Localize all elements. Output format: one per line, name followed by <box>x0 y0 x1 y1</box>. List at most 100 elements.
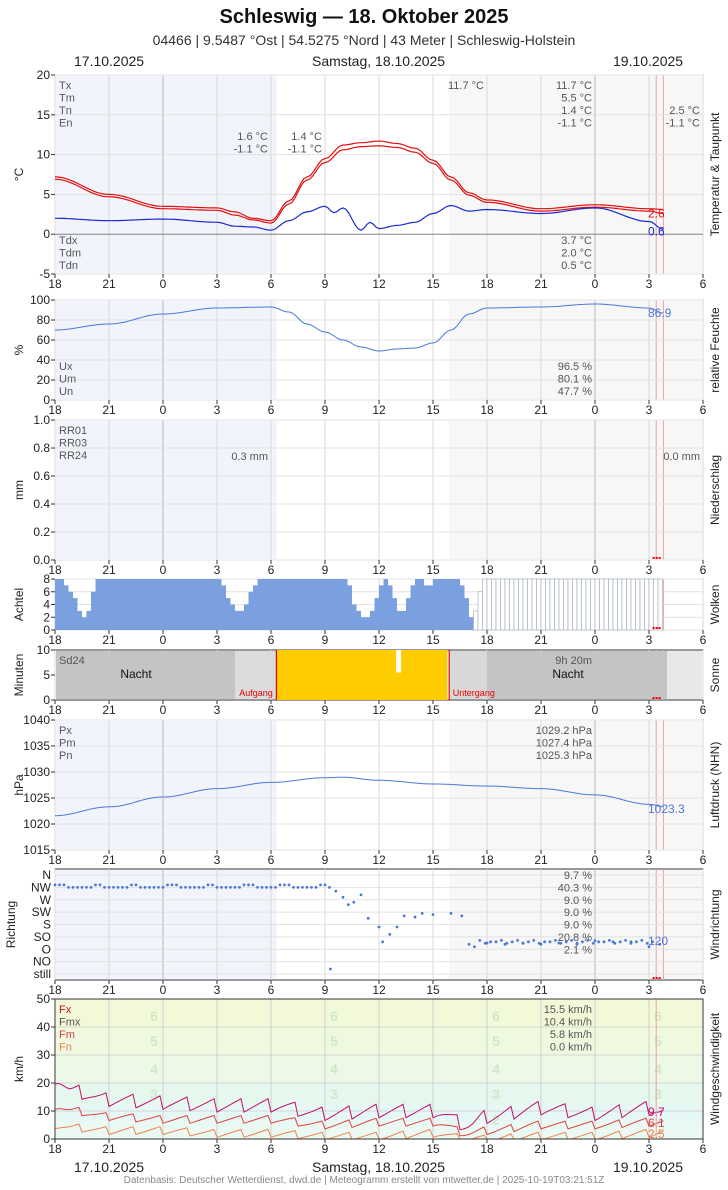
direction-point <box>211 883 214 887</box>
beaufort-label: 3 <box>654 1086 662 1102</box>
sunshine-gap <box>396 650 402 673</box>
direction-label: still <box>34 967 51 981</box>
end-label-temp: 2.6 <box>648 207 665 221</box>
direction-share: 2.1 % <box>564 944 592 956</box>
direction-point <box>62 883 66 887</box>
x-tick-label: 18 <box>48 853 62 867</box>
direction-point <box>229 885 232 889</box>
x-tick-label: 18 <box>48 277 62 291</box>
cloud-bar <box>509 578 515 631</box>
direction-point <box>179 885 183 889</box>
direction-point <box>359 893 363 897</box>
now-marker <box>658 557 661 559</box>
direction-point <box>381 940 384 944</box>
x-tick-label: 12 <box>372 983 386 997</box>
x-tick-label: 15 <box>426 633 440 647</box>
direction-point <box>548 940 552 944</box>
direction-point <box>85 885 88 889</box>
x-tick-label: 3 <box>646 633 653 647</box>
cloud-bar <box>397 610 402 630</box>
cloud-bar <box>379 585 384 630</box>
direction-point <box>175 883 178 887</box>
x-tick-label: 6 <box>700 403 707 417</box>
direction-point <box>152 885 156 889</box>
night-label-2: Nacht <box>552 667 584 681</box>
cloud-bar <box>239 610 244 630</box>
cloud-bar <box>374 598 379 630</box>
panel-side-label: Windgeschwindigkeit <box>708 1012 722 1125</box>
cloud-bar <box>657 578 663 631</box>
direction-point <box>260 885 264 889</box>
cloud-bar <box>338 579 343 630</box>
x-tick-label: 21 <box>102 277 116 291</box>
end-label-pressure: 1023.3 <box>648 802 685 816</box>
sunrise-label: Aufgang <box>239 688 273 698</box>
y-tick-label: 1020 <box>23 817 50 831</box>
direction-point <box>366 916 370 920</box>
direction-point <box>586 938 590 942</box>
direction-point <box>564 940 568 944</box>
direction-point <box>242 883 246 887</box>
stat-value: -1.1 °C <box>558 118 592 130</box>
panel-side-label: Windrichtung <box>708 889 722 959</box>
x-tick-label: 3 <box>214 403 221 417</box>
direction-label: N <box>42 868 51 882</box>
cloud-bar <box>136 579 141 630</box>
y-tick-label: 0.2 <box>33 525 50 539</box>
precip-night-shade-left <box>56 421 277 559</box>
stat-value: 1.4 °C <box>561 105 592 117</box>
x-tick-label: 0 <box>160 703 167 717</box>
cloud-bar <box>401 610 406 630</box>
stat-value: 1.4 °C <box>291 131 322 143</box>
cloud-bar <box>486 578 492 631</box>
cloud-bar <box>581 578 587 631</box>
beaufort-label: 3 <box>492 1086 500 1102</box>
date-right: 19.10.2025 <box>613 53 684 69</box>
cloud-bar <box>563 578 569 631</box>
direction-point <box>94 883 97 887</box>
beaufort-label: 4 <box>492 1061 500 1077</box>
direction-point <box>80 885 84 889</box>
direction-label: SO <box>34 930 51 944</box>
x-tick-label: 21 <box>534 403 548 417</box>
x-tick-label: 0 <box>160 853 167 867</box>
direction-label: O <box>42 942 51 956</box>
x-tick-label: 15 <box>426 277 440 291</box>
series-tx <box>54 140 664 222</box>
cloud-bar <box>208 579 213 630</box>
direction-point <box>489 940 492 944</box>
cloud-bar <box>298 579 303 630</box>
cloud-bar <box>617 578 623 631</box>
humidity-night-shade-left <box>56 301 277 399</box>
y-tick-label: 10 <box>37 643 51 657</box>
dusk <box>449 651 487 699</box>
direction-point <box>305 885 309 889</box>
date-bar-bottom: 17.10.2025 Samstag, 18.10.2025 19.10.202… <box>0 1159 728 1177</box>
direction-point <box>516 938 519 942</box>
direction-point <box>613 941 617 945</box>
cloud-bar <box>140 579 145 630</box>
x-tick-label: 15 <box>426 853 440 867</box>
y-tick-label: 0 <box>43 693 50 707</box>
y-tick-label: 0 <box>43 623 50 637</box>
direction-point <box>483 941 487 945</box>
x-tick-label: 18 <box>480 983 494 997</box>
cloud-bar <box>329 579 334 630</box>
x-tick-label: 3 <box>214 853 221 867</box>
cloud-bar <box>275 579 280 630</box>
y-tick-label: 0 <box>43 1132 50 1146</box>
y-tick-label: 40 <box>37 1020 51 1034</box>
stat-value: 1027.4 hPa <box>536 738 593 750</box>
x-tick-label: 6 <box>700 277 707 291</box>
x-tick-label: 3 <box>214 703 221 717</box>
direction-point <box>500 938 503 942</box>
y-tick-label: 20 <box>37 1076 51 1090</box>
stat-key: Px <box>59 725 72 737</box>
direction-point <box>251 883 255 887</box>
y-tick-label: 4 <box>43 598 50 612</box>
sunshine-total: 9h 20m <box>555 655 592 667</box>
x-tick-label: 9 <box>322 1142 329 1156</box>
x-tick-label: 21 <box>534 1142 548 1156</box>
y-tick-label: 5 <box>43 668 50 682</box>
y-tick-label: 15 <box>37 108 51 122</box>
